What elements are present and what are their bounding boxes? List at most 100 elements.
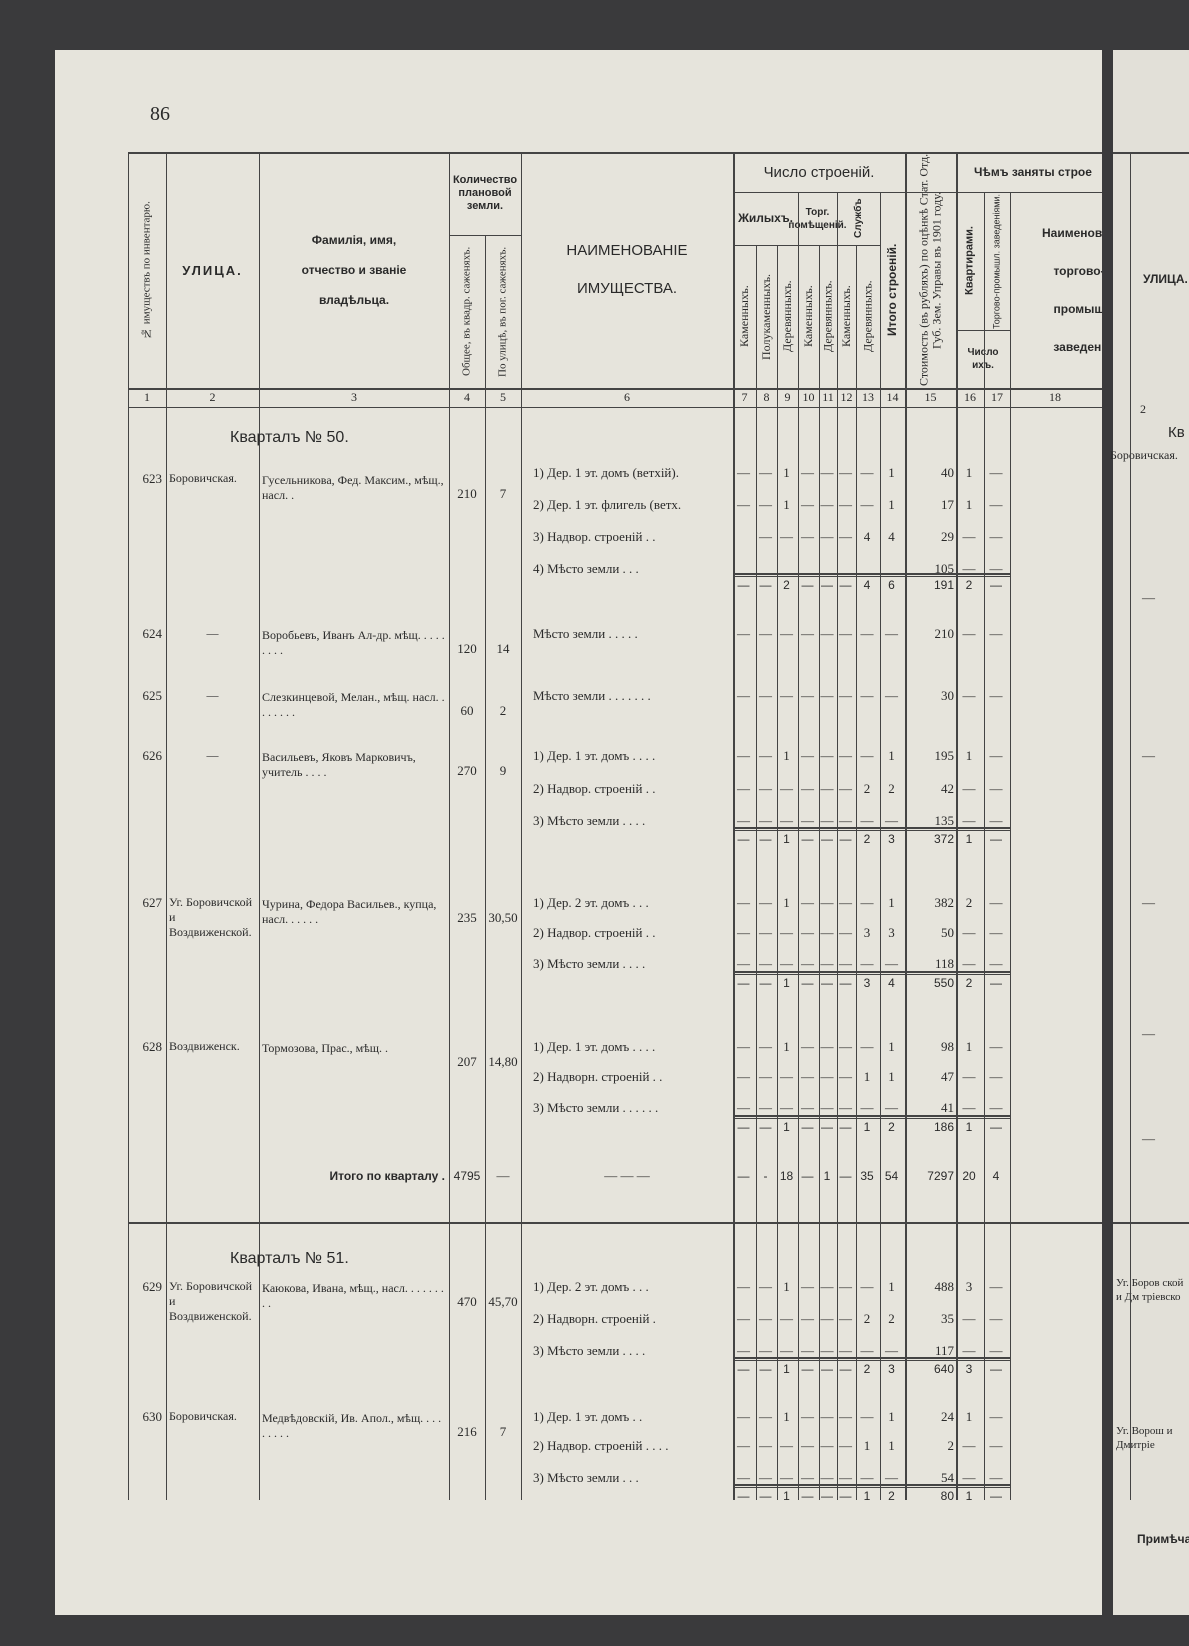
cell: 488 xyxy=(934,1279,955,1294)
cell: — xyxy=(821,1120,833,1134)
cell: — xyxy=(759,813,772,828)
header-group: Количество плановой земли. xyxy=(452,174,518,212)
cell: — xyxy=(759,1489,772,1503)
cell: — xyxy=(885,1343,898,1358)
cell: 1 xyxy=(783,895,790,910)
cell: — xyxy=(989,956,1003,971)
cell: — xyxy=(839,976,852,990)
cell: — xyxy=(821,976,833,990)
property: 1) Дер. 1 эт. домъ . . xyxy=(533,1409,643,1424)
header-cell: Каменныхъ. xyxy=(839,285,853,348)
property: 1) Дер. 2 эт. домъ . . . xyxy=(533,895,649,910)
column-number: 1 xyxy=(144,390,150,404)
entry-number: 628 xyxy=(142,1039,163,1054)
rule xyxy=(733,573,1010,575)
cell: — xyxy=(839,748,852,763)
rule xyxy=(733,1360,1010,1361)
rule xyxy=(128,1222,1102,1224)
cell: — xyxy=(860,465,874,480)
cell: — xyxy=(839,781,852,796)
cell: 2 xyxy=(863,832,871,846)
cell: — xyxy=(860,956,874,971)
property: 3) Мѣсто земли . . . . xyxy=(533,813,646,828)
area-street: 9 xyxy=(499,763,507,778)
cell: — xyxy=(759,1470,772,1485)
cell: — xyxy=(820,1343,834,1358)
column-number: 8 xyxy=(763,390,770,404)
cell: — xyxy=(962,781,976,796)
cell: 1 xyxy=(783,465,790,480)
cell: 1 xyxy=(888,1039,895,1054)
rule xyxy=(956,330,1010,331)
header-group: Чѣмъ заняты строе xyxy=(974,164,1092,179)
rule xyxy=(856,245,857,1500)
cell: — xyxy=(801,688,814,703)
cell: — xyxy=(820,1470,834,1485)
entry-number: 625 xyxy=(142,688,163,703)
cell: 1 xyxy=(888,1279,895,1294)
cell: — xyxy=(737,976,750,990)
cell: 1 xyxy=(965,497,973,512)
cell: — xyxy=(759,1438,772,1453)
entry-number: 630 xyxy=(142,1409,163,1424)
column-number: 14 xyxy=(886,390,899,404)
cell: — xyxy=(780,1343,793,1358)
cell: — xyxy=(737,497,750,512)
owner: Медвѣдовскій, Ив. Апол., мѣщ. . . . . . … xyxy=(262,1411,442,1440)
property: Мѣсто земли . . . . . . . xyxy=(533,688,651,703)
cell: — xyxy=(759,1279,772,1294)
entry-number: 623 xyxy=(142,471,163,486)
cell: 2 xyxy=(888,1120,895,1134)
cell: 1 xyxy=(965,1489,973,1503)
cell: — xyxy=(759,529,772,544)
cell: — xyxy=(737,956,750,971)
cell: — xyxy=(885,813,898,828)
cell: 1 xyxy=(863,1120,871,1134)
cell: — xyxy=(839,1438,852,1453)
header-cell: Итого строеній. xyxy=(885,243,899,337)
next-page-edge xyxy=(1113,50,1189,1615)
header-cell: УЛИЦА. xyxy=(182,262,243,278)
rp-quarter: Кв xyxy=(1168,424,1185,441)
cell: — xyxy=(860,1279,874,1294)
cell: — xyxy=(759,1311,772,1326)
cell: — xyxy=(989,895,1003,910)
street: Боровичская. xyxy=(169,1409,237,1423)
cell: — xyxy=(839,1069,852,1084)
rule xyxy=(733,576,1010,577)
cell: 1 xyxy=(863,1489,871,1503)
cell: — xyxy=(885,1100,898,1115)
cell: — xyxy=(801,956,814,971)
property: 2) Надворн. строеній . . xyxy=(533,1069,663,1084)
cell: 1 xyxy=(783,976,790,990)
cell: — xyxy=(801,976,814,990)
cell: — xyxy=(801,1311,814,1326)
cell: — xyxy=(962,956,976,971)
column-number: 12 xyxy=(840,390,853,404)
cell: — xyxy=(839,925,852,940)
cell: — xyxy=(780,626,793,641)
cell: — xyxy=(990,1489,1002,1503)
header-cell: Общее, въ квадр. саженяхъ. xyxy=(460,246,473,377)
cell: — xyxy=(801,1489,814,1503)
rule xyxy=(128,388,1102,390)
cell: 1 xyxy=(965,832,973,846)
cell: — xyxy=(737,1069,750,1084)
cell: — xyxy=(801,465,814,480)
header-cell: Стоимость (въ рубляхъ) по оцѣнкѣ Стат. О… xyxy=(916,153,944,387)
cell: — xyxy=(860,813,874,828)
header-cell: Квартирами. xyxy=(963,226,976,296)
cell: — xyxy=(839,1470,852,1485)
cell: 1 xyxy=(888,895,895,910)
column-number: 10 xyxy=(802,390,815,404)
cell: — xyxy=(839,626,852,641)
cell: — xyxy=(990,976,1002,990)
cell: — xyxy=(860,688,874,703)
cell: — xyxy=(839,1279,852,1294)
cell: — xyxy=(860,626,874,641)
cell: — xyxy=(780,813,793,828)
cell: 1 xyxy=(783,1409,790,1424)
cell: 4 xyxy=(992,1169,1000,1183)
cell: — xyxy=(989,781,1003,796)
cell: 3 xyxy=(965,1362,973,1376)
